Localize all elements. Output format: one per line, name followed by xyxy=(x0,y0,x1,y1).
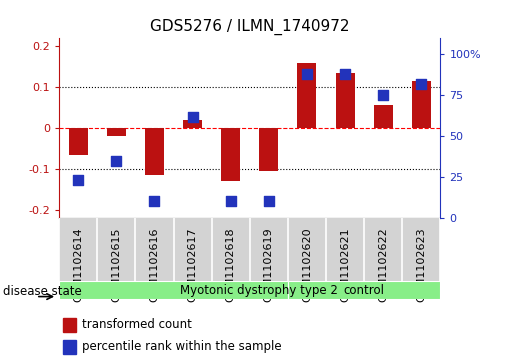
Bar xyxy=(145,128,164,175)
Text: GSM1102617: GSM1102617 xyxy=(187,227,198,302)
Text: GSM1102623: GSM1102623 xyxy=(416,227,426,302)
Text: GSM1102615: GSM1102615 xyxy=(111,227,122,302)
Title: GDS5276 / ILMN_1740972: GDS5276 / ILMN_1740972 xyxy=(150,19,350,35)
Text: GSM1102620: GSM1102620 xyxy=(302,227,312,302)
Text: GSM1102618: GSM1102618 xyxy=(226,227,236,302)
Point xyxy=(417,81,425,87)
Bar xyxy=(221,128,240,181)
Bar xyxy=(373,106,392,128)
Bar xyxy=(63,339,76,354)
Point xyxy=(188,114,197,119)
Point xyxy=(265,199,273,204)
Text: GSM1102614: GSM1102614 xyxy=(73,227,83,302)
Text: percentile rank within the sample: percentile rank within the sample xyxy=(82,340,282,353)
Point xyxy=(341,71,349,77)
Bar xyxy=(68,128,88,155)
Text: control: control xyxy=(344,284,385,297)
Bar xyxy=(59,281,288,299)
Text: GSM1102616: GSM1102616 xyxy=(149,227,160,302)
Bar xyxy=(183,120,202,128)
Text: Myotonic dystrophy type 2: Myotonic dystrophy type 2 xyxy=(180,284,338,297)
Bar xyxy=(335,73,354,128)
Text: disease state: disease state xyxy=(3,285,81,298)
Point xyxy=(74,177,82,183)
Point xyxy=(227,199,235,204)
Point xyxy=(112,158,121,163)
Bar xyxy=(259,128,278,171)
Bar xyxy=(107,128,126,136)
Bar xyxy=(288,281,440,299)
Text: transformed count: transformed count xyxy=(82,318,192,331)
Bar xyxy=(297,62,316,128)
Bar xyxy=(63,318,76,332)
Text: GSM1102619: GSM1102619 xyxy=(264,227,274,302)
Text: GSM1102621: GSM1102621 xyxy=(340,227,350,302)
Point xyxy=(150,199,159,204)
Bar xyxy=(411,81,431,128)
Text: GSM1102622: GSM1102622 xyxy=(378,227,388,302)
Point xyxy=(379,93,387,98)
Point xyxy=(303,71,311,77)
